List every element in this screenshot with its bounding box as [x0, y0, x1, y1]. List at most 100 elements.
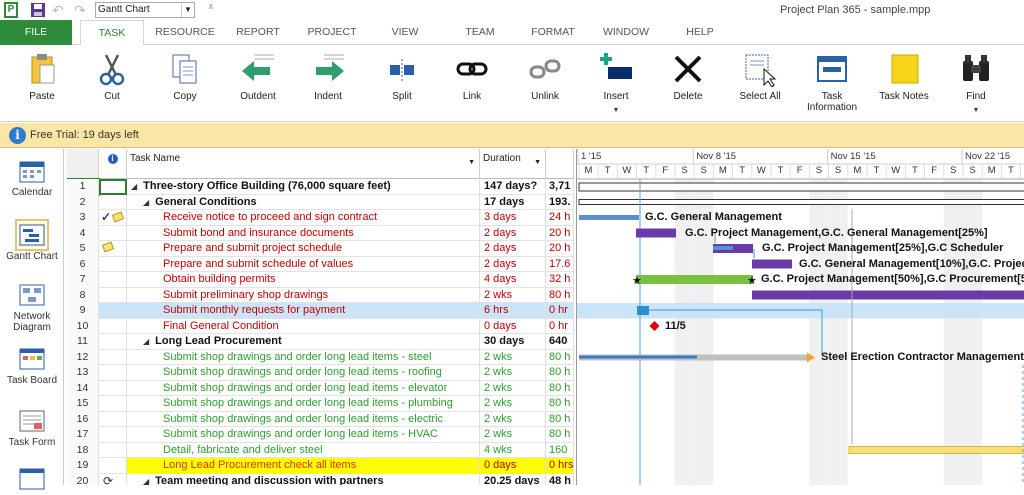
tab-view[interactable]: VIEW: [391, 26, 419, 38]
sidebar-item-network-diagram[interactable]: Network Diagram: [0, 283, 64, 333]
find-button[interactable]: Find ▼: [956, 51, 996, 114]
table-row[interactable]: 4 Submit bond and insurance documents 2 da…: [67, 225, 574, 241]
redo-icon[interactable]: ↷: [74, 2, 86, 18]
duration-cell[interactable]: 2 days: [480, 241, 546, 257]
select-all-corner[interactable]: [67, 149, 99, 179]
row-id[interactable]: 6: [67, 256, 99, 272]
work-cell[interactable]: 160: [546, 442, 574, 458]
table-row[interactable]: 2 ◢ General Conditions 17 days 193.: [67, 194, 574, 210]
table-row[interactable]: 1 ◢ Three-story Office Building (76,000 sq…: [67, 178, 574, 196]
task-name-column-header[interactable]: Task Name ▼: [127, 149, 480, 179]
cut-button[interactable]: Cut: [92, 51, 132, 102]
task-name-cell[interactable]: ◢ Three-story Office Building (76,000 squ…: [127, 179, 480, 195]
sidebar-item-task-form[interactable]: Task Form: [0, 409, 64, 448]
work-cell[interactable]: 80 h: [546, 427, 574, 443]
note-icon[interactable]: [111, 211, 125, 223]
row-id[interactable]: 17: [67, 427, 99, 443]
row-id[interactable]: 18: [67, 442, 99, 458]
insert-button[interactable]: Insert ▼: [596, 51, 636, 114]
undo-icon[interactable]: ↶: [52, 2, 64, 18]
copy-button[interactable]: Copy: [165, 51, 205, 102]
task-name-cell[interactable]: Submit shop drawings and order long lead…: [127, 427, 480, 443]
work-cell[interactable]: 80 h: [546, 380, 574, 396]
work-cell[interactable]: 640: [546, 334, 574, 350]
tab-task[interactable]: TASK: [80, 20, 144, 46]
row-id[interactable]: 15: [67, 396, 99, 412]
duration-cell[interactable]: 2 days: [480, 225, 546, 241]
collapse-toggle-icon[interactable]: ◢: [143, 476, 150, 486]
delete-button[interactable]: Delete: [668, 51, 708, 102]
work-cell[interactable]: 24 h: [546, 210, 574, 226]
duration-cell[interactable]: 30 days: [480, 334, 546, 350]
outdent-button[interactable]: Outdent: [236, 51, 280, 102]
task-name-cell[interactable]: Submit shop drawings and order long lead…: [127, 380, 480, 396]
duration-cell[interactable]: 2 wks: [480, 349, 546, 365]
task-name-cell[interactable]: ◢ General Conditions: [127, 194, 480, 210]
table-row[interactable]: 9 Submit monthly requests for payment 6 hr…: [67, 303, 574, 319]
duration-column-header[interactable]: Duration ▼: [480, 149, 546, 179]
row-id[interactable]: 7: [67, 272, 99, 288]
row-id[interactable]: 10: [67, 318, 99, 334]
table-row[interactable]: 10 Final General Condition 0 days 0 hr: [67, 318, 574, 334]
duration-cell[interactable]: 147 days?: [480, 179, 546, 195]
duration-cell[interactable]: 0 days: [480, 318, 546, 334]
duration-cell[interactable]: 2 wks: [480, 287, 546, 303]
work-cell[interactable]: 80 h: [546, 287, 574, 303]
chevron-down-icon[interactable]: ▼: [612, 107, 620, 114]
row-id[interactable]: 13: [67, 365, 99, 381]
customize-qat-icon[interactable]: ⩡: [208, 2, 214, 13]
chevron-down-icon[interactable]: ▼: [181, 3, 194, 17]
chevron-down-icon[interactable]: ▼: [972, 107, 980, 114]
work-cell[interactable]: 32 h: [546, 272, 574, 288]
indent-button[interactable]: Indent: [306, 51, 350, 102]
task-name-cell[interactable]: Final General Condition: [127, 318, 480, 334]
row-id[interactable]: 5: [67, 241, 99, 257]
task-name-cell[interactable]: Obtain building permits: [127, 272, 480, 288]
task-name-cell[interactable]: Prepare and submit project schedule: [127, 241, 480, 257]
row-id[interactable]: 4: [67, 225, 99, 241]
table-row[interactable]: 20 ⟳ ◢ Team meeting and discussion with par…: [67, 473, 574, 486]
task-name-cell[interactable]: Detail, fabricate and deliver steel: [127, 442, 480, 458]
task-name-cell[interactable]: Submit preliminary shop drawings: [127, 287, 480, 303]
sidebar-item-more[interactable]: [0, 467, 64, 495]
task-name-cell[interactable]: ◢ Team meeting and discussion with partne…: [127, 473, 480, 486]
collapse-toggle-icon[interactable]: ◢: [131, 182, 138, 191]
duration-cell[interactable]: 2 days: [480, 256, 546, 272]
row-id[interactable]: 16: [67, 411, 99, 427]
duration-cell[interactable]: 4 wks: [480, 442, 546, 458]
sidebar-item-calendar[interactable]: Calendar: [0, 159, 64, 198]
table-row[interactable]: 6 Prepare and submit schedule of values 2 …: [67, 256, 574, 272]
work-cell[interactable]: 17.6: [546, 256, 574, 272]
work-cell[interactable]: 0 hr: [546, 303, 574, 319]
duration-cell[interactable]: 17 days: [480, 194, 546, 210]
table-row[interactable]: 15 Submit shop drawings and order long le…: [67, 396, 574, 412]
row-id[interactable]: 12: [67, 349, 99, 365]
paste-button[interactable]: Paste: [22, 51, 62, 102]
work-cell[interactable]: 3,71: [546, 179, 574, 195]
split-button[interactable]: Split: [382, 51, 422, 102]
task-name-cell[interactable]: Receive notice to proceed and sign contr…: [127, 210, 480, 226]
unlink-button[interactable]: Unlink: [523, 51, 567, 102]
chevron-down-icon[interactable]: ▼: [468, 159, 475, 166]
duration-cell[interactable]: 2 wks: [480, 396, 546, 412]
duration-cell[interactable]: 4 days: [480, 272, 546, 288]
work-cell[interactable]: 80 h: [546, 365, 574, 381]
duration-cell[interactable]: 2 wks: [480, 380, 546, 396]
table-row[interactable]: 3 ✓ Receive notice to proceed and sign con…: [67, 210, 574, 226]
tab-project[interactable]: PROJECT: [307, 26, 357, 38]
duration-cell[interactable]: 3 days: [480, 210, 546, 226]
work-cell[interactable]: 0 hrs: [546, 458, 574, 474]
table-row[interactable]: 14 Submit shop drawings and order long le…: [67, 380, 574, 396]
row-id[interactable]: 3: [67, 210, 99, 226]
work-cell[interactable]: 20 h: [546, 241, 574, 257]
duration-cell[interactable]: 2 wks: [480, 427, 546, 443]
save-icon[interactable]: [30, 2, 46, 18]
row-id[interactable]: 19: [67, 458, 99, 474]
task-name-cell[interactable]: Long Lead Procurement check all items: [127, 458, 480, 474]
work-cell[interactable]: 48 h: [546, 473, 574, 485]
table-row[interactable]: 16 Submit shop drawings and order long le…: [67, 411, 574, 427]
row-id[interactable]: 14: [67, 380, 99, 396]
work-column-header[interactable]: [546, 149, 574, 179]
work-cell[interactable]: 0 hr: [546, 318, 574, 334]
table-row[interactable]: 8 Submit preliminary shop drawings 2 wks 80…: [67, 287, 574, 303]
